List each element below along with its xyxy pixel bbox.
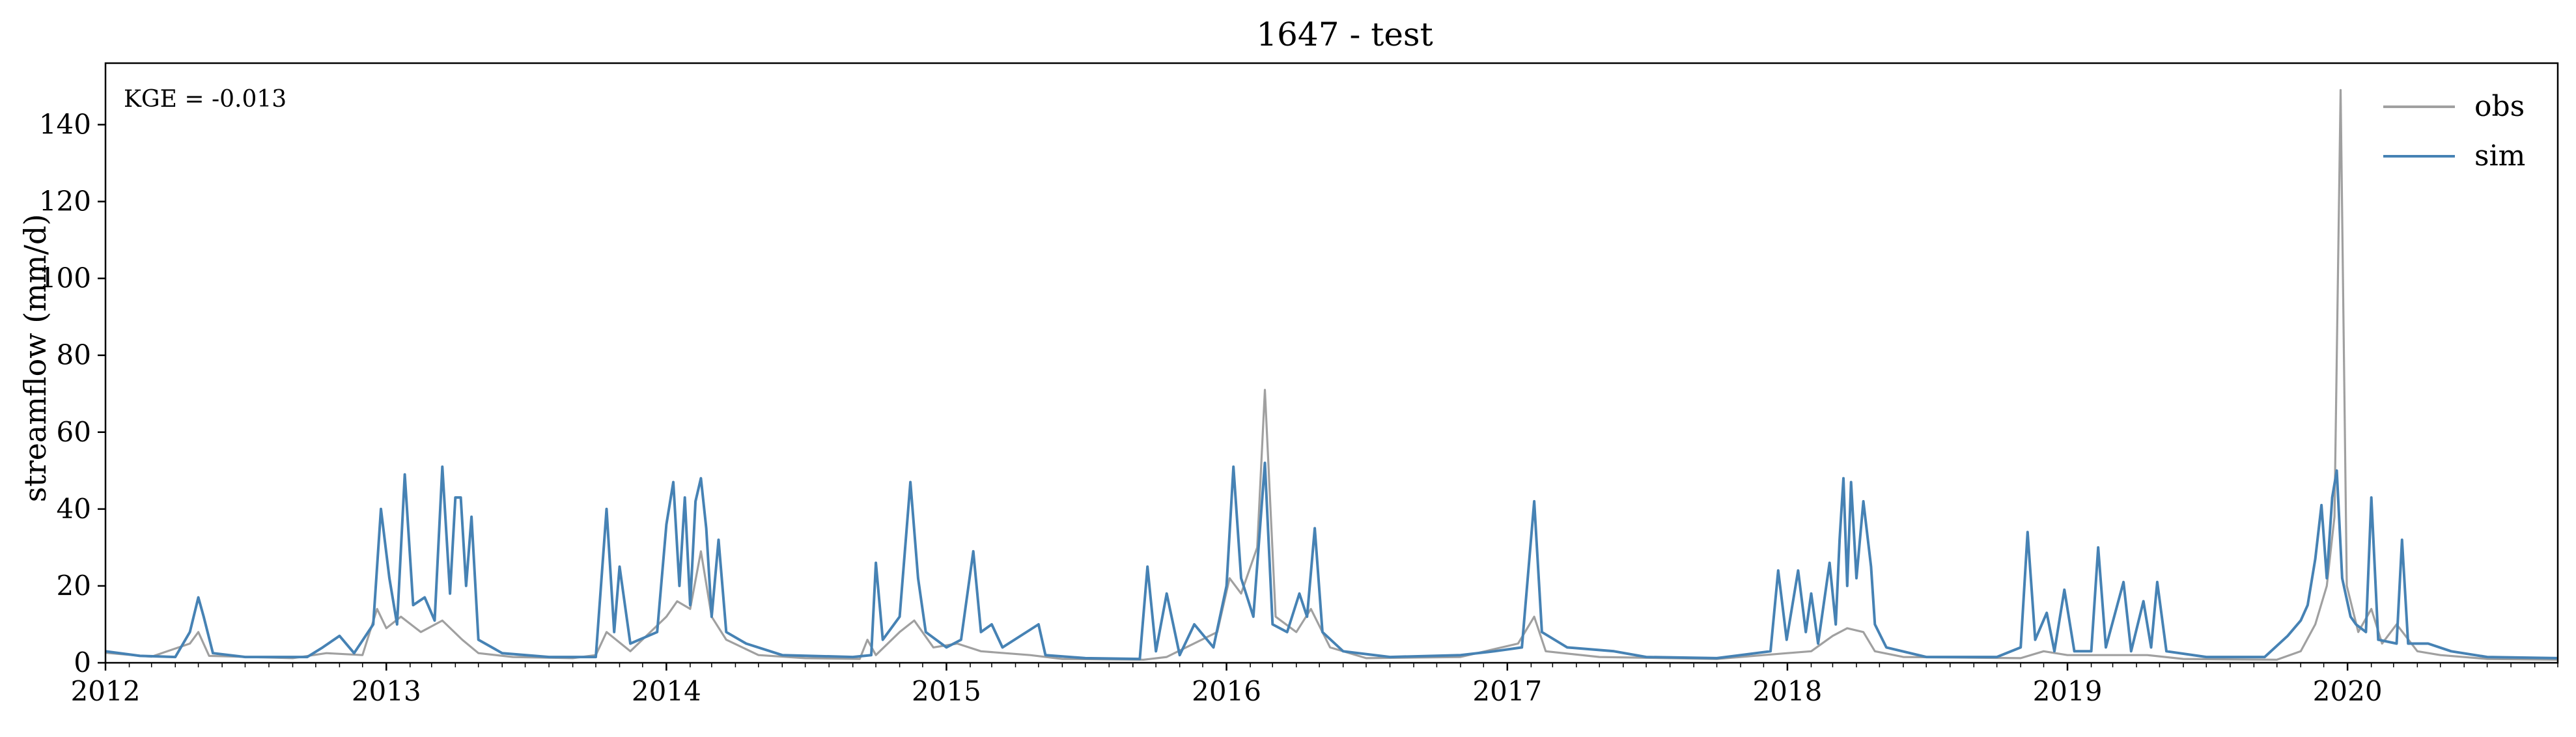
x-tick-label: 2014 xyxy=(632,675,701,707)
legend-label-obs: obs xyxy=(2474,90,2525,123)
y-tick-label: 100 xyxy=(39,262,91,294)
x-tick-label: 2020 xyxy=(2313,675,2383,707)
x-tick-label: 2019 xyxy=(2033,675,2103,707)
series-line-obs xyxy=(105,89,2557,661)
y-tick-label: 0 xyxy=(74,647,91,678)
y-axis-ticks: 0 20 40 60 80 100 120 140 xyxy=(39,108,105,678)
series-line-sim xyxy=(105,462,2557,661)
y-tick-label: 80 xyxy=(57,339,91,371)
x-axis-ticks: 2012 2013 2014 2015 2016 2017 2018 2019 2020 xyxy=(71,663,2558,707)
x-tick-label: 2017 xyxy=(1472,675,1542,707)
kge-annotation: KGE = -0.013 xyxy=(124,86,287,113)
y-tick-label: 20 xyxy=(57,570,91,602)
legend-label-sim: sim xyxy=(2474,139,2525,173)
x-tick-label: 2012 xyxy=(71,675,141,707)
x-tick-label: 2016 xyxy=(1192,675,1261,707)
y-tick-label: 60 xyxy=(57,416,91,448)
y-axis-label: streamflow (mm/d) xyxy=(18,214,53,503)
legend: obs sim xyxy=(2383,90,2525,173)
plot-area-frame xyxy=(104,62,2559,664)
x-tick-label: 2013 xyxy=(352,675,421,707)
chart-title: 1647 - test xyxy=(1256,16,1433,53)
y-tick-label: 120 xyxy=(39,186,91,217)
series-layer xyxy=(105,89,2557,661)
y-tick-label: 40 xyxy=(57,493,91,525)
x-tick-label: 2018 xyxy=(1752,675,1822,707)
x-tick-label: 2015 xyxy=(912,675,981,707)
y-tick-label: 140 xyxy=(39,108,91,140)
